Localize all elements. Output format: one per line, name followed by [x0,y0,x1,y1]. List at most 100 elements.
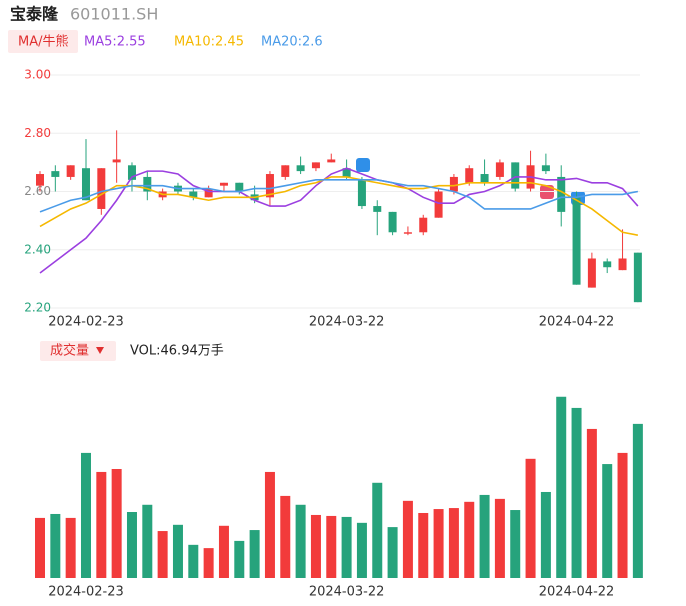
volume-bar [111,468,122,578]
candle-body [618,258,627,271]
volume-bar [326,515,337,578]
x-tick-label: 2024-02-23 [48,315,124,330]
candle-body [388,211,397,233]
volume-bar [372,482,383,578]
candle-body [112,159,121,163]
candle-body [66,165,75,177]
candle-body [465,168,474,183]
candle-body [51,171,60,177]
candle-body [342,168,351,177]
indicator-label[interactable]: MA/牛熊 [18,34,69,50]
legend-entry: MA10:2.45 [174,35,244,50]
volume-bar [142,504,153,578]
candle-body [603,261,612,268]
volume-bar [295,504,306,578]
volume-bar [494,498,505,578]
x-tick-label: 2024-04-22 [539,585,615,600]
candle-body [419,217,428,233]
candle-body [36,174,44,186]
candle-body [449,176,458,192]
candle-body [403,232,412,234]
candle-body [480,174,489,183]
y-tick-label: 2.80 [24,126,51,140]
candle-body [557,176,566,212]
volume-button[interactable] [40,341,116,361]
ma-line [39,167,639,274]
volume-bar [65,517,76,578]
candle-body [311,162,320,169]
legend-entry: MA20:2.6 [261,35,323,50]
candle-body [127,165,136,180]
ma-line [39,179,639,213]
volume-bar [632,423,643,578]
volume-bar [479,494,490,578]
volume-bar [35,517,45,578]
y-tick-label: 3.00 [24,68,51,82]
candle-body [81,168,90,201]
volume-bar [510,510,521,578]
volume-bar [203,548,214,578]
volume-bar [617,452,628,578]
volume-bar [525,458,536,578]
volume-label[interactable]: 成交量 [50,343,89,359]
volume-bar [280,495,291,578]
y-tick-label: 2.40 [24,242,51,256]
candle-body [357,179,366,207]
stock-name: 宝泰隆 [10,5,59,24]
volume-bar [126,512,137,578]
indicator-button[interactable] [8,30,78,53]
candle-body [281,165,290,177]
volume-bar [571,407,582,578]
volume-value: VOL:46.94万手 [130,344,224,359]
x-tick-label: 2024-03-22 [309,585,385,600]
volume-bar [188,544,199,578]
volume-bar [172,524,183,578]
volume-bar [234,540,245,578]
candle-body [633,252,642,303]
volume-bar [341,516,352,578]
x-tick-label: 2024-02-23 [48,585,124,600]
volume-bar [586,428,597,578]
volume-bar [356,522,367,578]
candle-body [235,182,244,192]
candle-body [265,174,274,198]
stock-code: 601011.SH [70,5,158,24]
candle-body [495,162,504,177]
candle-body [327,159,336,163]
volume-bar [418,512,429,578]
candle-body [204,188,213,198]
legend-entry: MA5:2.55 [84,35,146,50]
candle-body [511,162,520,189]
volume-bar [464,501,475,578]
volume-bar [448,508,459,578]
volume-bar [540,491,551,578]
candle-body [373,206,382,212]
volume-bar [310,514,321,578]
candle-body [572,197,581,285]
candle-body [587,258,596,288]
dropdown-arrow[interactable] [96,347,104,354]
candle-body [434,191,443,218]
ma-line [39,176,639,236]
candle-body [219,182,228,186]
volume-bar [96,471,107,578]
y-tick-label: 2.60 [24,184,51,198]
volume-bar [556,396,567,578]
volume-bar [433,509,444,578]
volume-bar [387,527,398,578]
x-tick-label: 2024-04-22 [539,315,615,330]
x-tick-label: 2024-03-22 [309,315,385,330]
volume-bar [50,513,61,578]
volume-bar [249,530,260,578]
volume-bar [80,452,91,578]
candle-body [296,165,305,172]
candle-body [189,191,198,198]
volume-bar [218,525,229,578]
candle-body [143,176,152,192]
candle-body [541,165,550,172]
volume-bar [264,471,275,578]
volume-bar [157,531,168,578]
volume-bar [402,500,413,578]
volume-bar [602,464,613,578]
